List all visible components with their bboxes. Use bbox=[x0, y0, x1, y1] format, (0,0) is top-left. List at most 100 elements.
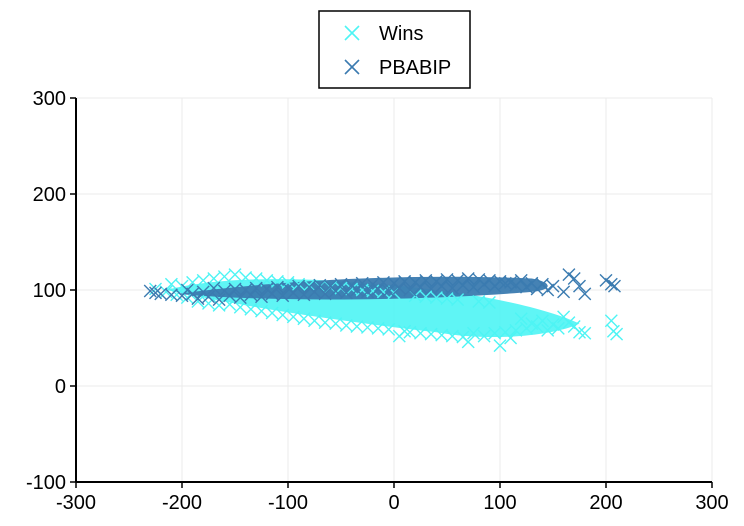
scatter-point bbox=[164, 277, 178, 291]
scatter-point bbox=[313, 278, 327, 292]
scatter-point bbox=[255, 290, 268, 304]
scatter-point bbox=[607, 279, 621, 293]
scatter-point bbox=[207, 271, 221, 285]
scatter-point bbox=[249, 271, 263, 285]
scatter-point bbox=[191, 292, 205, 306]
scatter-point bbox=[520, 280, 533, 294]
y-tick-label: 300 bbox=[33, 88, 66, 110]
scatter-point bbox=[345, 282, 359, 296]
y-tick-label: -100 bbox=[26, 472, 66, 494]
scatter-point bbox=[276, 289, 290, 303]
scatter-point bbox=[281, 275, 295, 289]
scatter-point bbox=[403, 283, 417, 297]
scatter-point bbox=[567, 271, 581, 285]
scatter-point bbox=[546, 279, 560, 293]
scatter-point bbox=[514, 312, 528, 326]
scatter-point bbox=[514, 273, 528, 287]
scatter-point bbox=[610, 327, 624, 341]
scatter-point bbox=[578, 326, 592, 340]
scatter-point bbox=[398, 324, 412, 338]
scatter-point bbox=[223, 289, 237, 303]
scatter-point bbox=[461, 271, 475, 285]
legend-marker bbox=[344, 59, 360, 75]
scatter-point bbox=[535, 314, 549, 328]
scatter-point bbox=[562, 268, 576, 282]
scatter-point bbox=[371, 321, 385, 335]
legend-box bbox=[318, 10, 471, 89]
scatter-point bbox=[504, 331, 518, 345]
series-pbabip bbox=[143, 268, 621, 307]
scatter-point bbox=[562, 316, 576, 330]
scatter-point bbox=[339, 319, 353, 333]
scatter-point bbox=[456, 278, 470, 292]
scatter-point bbox=[382, 322, 396, 336]
scatter-point bbox=[308, 314, 321, 328]
x-tick-label: -200 bbox=[162, 492, 202, 514]
scatter-point bbox=[445, 281, 459, 295]
scatter-point bbox=[154, 287, 168, 301]
scatter-point bbox=[196, 273, 210, 287]
scatter-point bbox=[350, 319, 364, 333]
scatter-point bbox=[292, 279, 306, 293]
scatter-point bbox=[270, 280, 284, 294]
scatter-point bbox=[557, 285, 571, 299]
scatter-point bbox=[424, 282, 438, 296]
y-tick-label: 100 bbox=[33, 280, 66, 302]
scatter-point bbox=[451, 293, 465, 307]
scatter-point bbox=[482, 295, 496, 309]
scatter-point bbox=[371, 282, 385, 296]
scatter-point bbox=[308, 285, 321, 299]
scatter-point bbox=[265, 287, 279, 301]
scatter-point bbox=[414, 280, 427, 294]
scatter-point bbox=[477, 277, 491, 291]
scatter-point bbox=[228, 268, 242, 282]
scatter-point bbox=[350, 283, 364, 297]
scatter-point bbox=[361, 285, 374, 299]
scatter-point bbox=[493, 339, 507, 353]
scatter-point bbox=[440, 272, 454, 286]
scatter-point bbox=[202, 290, 215, 304]
legend: Wins PBABIP bbox=[318, 10, 471, 89]
scatter-point bbox=[467, 280, 480, 294]
scatter-point bbox=[498, 276, 512, 290]
scatter-point bbox=[164, 288, 178, 302]
scatter-point bbox=[207, 281, 221, 295]
scatter-point bbox=[249, 281, 263, 295]
x-tick-label: 300 bbox=[695, 492, 728, 514]
scatter-point bbox=[318, 287, 332, 301]
scatter-point bbox=[244, 302, 258, 316]
scatter-point bbox=[334, 277, 348, 291]
scatter-point bbox=[202, 296, 215, 310]
x-tick-label: 200 bbox=[589, 492, 622, 514]
legend-label: PBABIP bbox=[379, 57, 451, 79]
y-tick-label: 200 bbox=[33, 184, 66, 206]
scatter-point bbox=[472, 295, 486, 309]
scatter-point bbox=[467, 326, 480, 340]
scatter-point bbox=[435, 328, 449, 342]
scatter-point bbox=[419, 273, 433, 287]
series-wins bbox=[149, 268, 624, 353]
scatter-point bbox=[578, 287, 592, 301]
scatter-point bbox=[573, 325, 586, 339]
scatter-point bbox=[286, 310, 300, 324]
scatter-point bbox=[286, 286, 300, 300]
scatter-point bbox=[297, 312, 311, 326]
x-tick-label: -300 bbox=[56, 492, 96, 514]
x-tick-label: -100 bbox=[268, 492, 308, 514]
scatter-point bbox=[599, 273, 613, 287]
scatter-point bbox=[170, 288, 184, 302]
scatter-point bbox=[398, 274, 412, 288]
scatter-point bbox=[233, 291, 247, 305]
scatter-point bbox=[414, 326, 427, 340]
scatter-point bbox=[244, 288, 258, 302]
scatter-point bbox=[445, 329, 459, 343]
legend-label: Wins bbox=[379, 23, 423, 45]
scatter-point bbox=[228, 282, 242, 296]
scatter-point bbox=[461, 335, 475, 349]
scatter-point bbox=[212, 293, 226, 307]
scatter-point bbox=[488, 326, 502, 340]
scatter-point bbox=[191, 295, 205, 309]
scatter-point bbox=[265, 306, 279, 320]
scatter-point bbox=[355, 276, 369, 290]
